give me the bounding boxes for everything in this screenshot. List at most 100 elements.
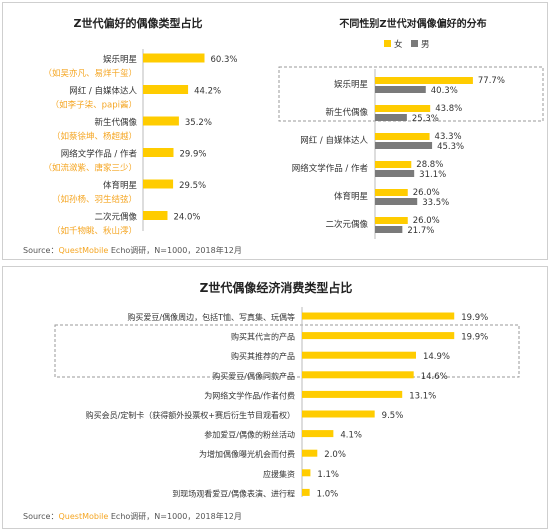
chart2-bar-male [375, 142, 433, 149]
chart2-title: 不同性别Z世代对偶像偏好的分布 [339, 17, 486, 30]
chart1-category-label: 网络文学作品 / 作者 [61, 149, 138, 160]
chart3-highlight-box [54, 324, 520, 378]
chart2-category-label: 娱乐明星 [334, 79, 368, 90]
chart1-bar [143, 116, 179, 126]
chart3-category-label: 为增加偶像曝光机会而付费 [199, 449, 295, 459]
chart2-value-female: 26.0% [413, 216, 440, 226]
chart3-category-label: 购买其推荐的产品 [231, 351, 295, 361]
chart2-category-label: 新生代偶像 [325, 107, 368, 118]
legend-male-swatch [411, 40, 418, 47]
legend-female-label: 女 [394, 39, 403, 50]
chart1-example-label: （如千物眺、秋山澪） [52, 226, 137, 237]
chart1-category-label: 新生代偶像 [94, 117, 137, 128]
chart2-value-female: 77.7% [478, 76, 505, 86]
bottom-panel: Z世代偶像经济消费类型占比 购买爱豆/偶像周边，包括T恤、写真集、玩偶等 19.9… [2, 266, 548, 529]
chart1-value-label: 60.3% [211, 55, 238, 65]
chart3-bar [302, 449, 318, 457]
chart1-bar [143, 211, 168, 220]
legend-female-swatch [384, 40, 391, 47]
chart2-value-male: 21.7% [407, 226, 434, 236]
chart2-bar-female [375, 133, 430, 140]
chart3-value-label: 2.0% [324, 450, 346, 460]
source-brand: QuestMobile [58, 246, 109, 255]
chart1-category-label: 网红 / 自媒体达人 [69, 86, 137, 97]
chart3-bar [302, 390, 403, 398]
bottom-chart-canvas: Z世代偶像经济消费类型占比 购买爱豆/偶像周边，包括T恤、写真集、玩偶等 19.9… [54, 280, 520, 499]
chart1-bar [143, 53, 205, 63]
chart3-category-label: 购买爱豆/偶像同款产品 [212, 371, 295, 381]
source-prefix: Source： [23, 512, 59, 521]
source-suffix: Echo调研，N=1000，2018年12月 [108, 246, 242, 255]
chart2-category-label: 网红 / 自媒体达人 [300, 135, 368, 146]
chart3-category-label: 到现场观看爱豆/偶像表演、进行程 [172, 488, 295, 498]
chart2-category-label: 网络文学作品 / 作者 [292, 163, 369, 174]
chart3-bar [302, 351, 416, 359]
chart3-bar [302, 332, 455, 340]
source-brand: QuestMobile [58, 512, 109, 521]
chart3-bar [302, 488, 310, 496]
chart1-value-label: 35.2% [185, 118, 212, 128]
chart3-value-label: 19.9% [461, 313, 488, 323]
chart3-title: Z世代偶像经济消费类型占比 [200, 280, 353, 295]
chart1-value-label: 44.2% [194, 87, 221, 97]
chart1-value-label: 29.9% [179, 150, 206, 160]
chart2-bar-female [375, 105, 431, 112]
source-suffix: Echo调研，N=1000，2018年12月 [108, 512, 242, 521]
chart3-bar [302, 469, 311, 477]
chart2-value-male: 31.1% [419, 170, 446, 180]
chart3-value-label: 14.6% [421, 372, 448, 382]
chart3-value-label: 9.5% [382, 411, 404, 421]
chart3-category-label: 参加爱豆/偶像的粉丝活动 [204, 430, 295, 440]
chart1-example-label: （如孙杨、羽生结弦） [52, 194, 137, 205]
chart2-value-male: 25.3% [412, 114, 439, 124]
chart3-value-label: 14.9% [423, 352, 450, 362]
chart3-bar [302, 371, 414, 379]
chart2-bar-male [375, 170, 415, 177]
chart2-value-female: 43.3% [435, 132, 462, 142]
chart2-value-male: 45.3% [437, 142, 464, 152]
chart3-category-label: 应援集资 [263, 469, 295, 479]
chart1-example-label: （如李子柒、papi酱） [51, 100, 137, 111]
chart1-example-label: （如流潋紫、唐家三少） [43, 163, 137, 174]
chart1-value-label: 29.5% [179, 181, 206, 191]
chart3-category-label: 购买爱豆/偶像周边，包括T恤、写真集、玩偶等 [127, 312, 295, 322]
chart3-category-label: 购买其代言的产品 [231, 332, 295, 342]
chart2-value-male: 33.5% [422, 198, 449, 208]
chart2-bar-female [375, 217, 408, 224]
chart2-value-female: 28.8% [416, 160, 443, 170]
top-panel: Z世代偏好的偶像类型占比 娱乐明星 （如吴亦凡、易烊千玺） 60.3% 网红 / 自媒… [2, 2, 548, 260]
chart2-highlight-box [278, 66, 544, 122]
chart2-bar-female [375, 189, 408, 196]
chart2-bar-male [375, 198, 418, 205]
chart3-value-label: 1.0% [317, 489, 339, 499]
chart3-bar [302, 430, 334, 438]
chart1-example-label: （如吴亦凡、易烊千玺） [43, 68, 137, 79]
chart1-bar [143, 148, 174, 157]
chart2-category-label: 体育明星 [334, 191, 368, 202]
chart2-bar-male [375, 226, 403, 233]
chart1-bar [143, 179, 174, 189]
chart3-bar [302, 312, 455, 320]
chart1-category-label: 二次元偶像 [94, 212, 137, 223]
chart2-category-label: 二次元偶像 [325, 219, 368, 230]
chart2-value-female: 43.8% [435, 104, 462, 114]
chart1-value-label: 24.0% [173, 213, 200, 223]
chart2-bar-male [375, 114, 407, 121]
chart1-category-label: 体育明星 [103, 180, 137, 191]
chart2-bar-female [375, 77, 473, 84]
chart3-value-label: 1.1% [317, 470, 339, 480]
chart1-title: Z世代偏好的偶像类型占比 [74, 16, 203, 30]
source-note-bottom: Source：QuestMobile Echo调研，N=1000，2018年12… [23, 511, 242, 522]
chart3-category-label: 为网络文学作品/作者付费 [204, 390, 295, 400]
chart2-value-male: 40.3% [431, 86, 458, 96]
chart1-category-label: 娱乐明星 [103, 54, 137, 65]
chart1-bar [143, 85, 189, 94]
chart2-value-female: 26.0% [413, 188, 440, 198]
top-charts-canvas: Z世代偏好的偶像类型占比 娱乐明星 （如吴亦凡、易烊千玺） 60.3% 网红 / 自媒… [43, 16, 544, 239]
chart3-bar [302, 410, 375, 418]
chart1-example-label: （如蔡徐坤、杨超越） [52, 131, 137, 142]
source-note-top: Source：QuestMobile Echo调研，N=1000，2018年12… [23, 245, 242, 256]
chart2-bar-male [375, 86, 426, 93]
chart3-value-label: 4.1% [340, 431, 362, 441]
chart2-bar-female [375, 161, 412, 168]
